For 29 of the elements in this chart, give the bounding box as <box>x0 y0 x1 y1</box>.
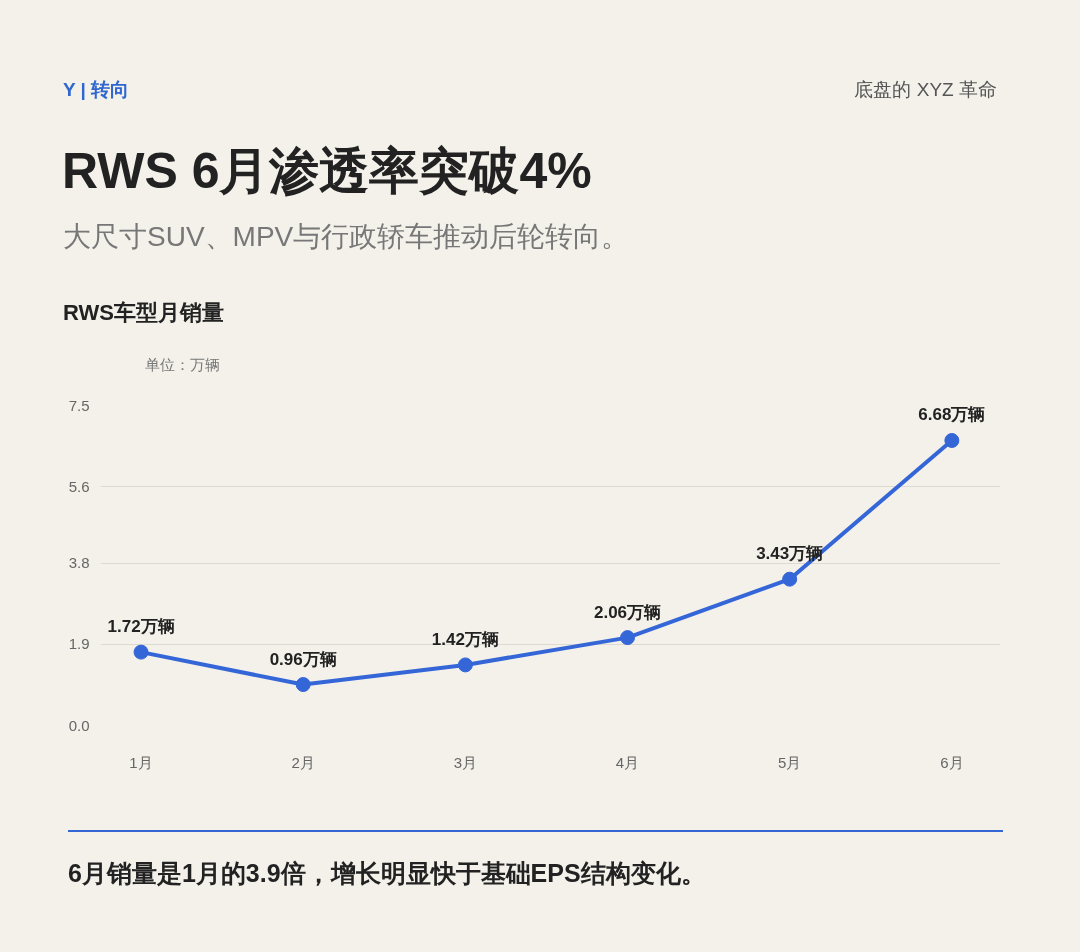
data-label: 0.96万辆 <box>269 649 337 669</box>
data-label: 2.06万辆 <box>593 602 662 622</box>
text: 底盘的 XYZ 革命 <box>854 78 997 102</box>
y-tick-label: 7.5 <box>68 396 90 414</box>
y-tick-label: 1.9 <box>68 635 90 653</box>
y-axis-title: 单位：万辆 <box>145 355 220 375</box>
x-tick-label: 5月 <box>778 753 802 771</box>
point <box>457 657 473 673</box>
point <box>133 644 149 660</box>
text: RWS车型月销量 <box>63 299 224 327</box>
point <box>295 677 311 693</box>
x-tick-label: 4月 <box>615 753 640 771</box>
chart-subtitle: 大尺寸SUV、MPV与行政轿车推动后轮转向。 <box>63 220 630 254</box>
x-tick-label: 2月 <box>291 753 315 771</box>
text: 6月销量是1月的3.9倍，增长明显快于基础EPS结构变化。 <box>68 858 706 889</box>
text: Y | 转向 <box>63 78 130 102</box>
x-tick-label: 1月 <box>129 753 153 771</box>
x-tick-label: 3月 <box>453 753 478 771</box>
data-label: 6.68万辆 <box>918 405 986 425</box>
y-tick-label: 5.6 <box>68 477 90 495</box>
point <box>944 433 960 448</box>
point <box>782 571 798 587</box>
x-tick-label: 6月 <box>940 753 964 771</box>
data-label: 1.72万辆 <box>107 617 175 637</box>
y-tick-label: 0.0 <box>68 716 90 734</box>
point <box>620 630 636 646</box>
y-tick-label: 3.8 <box>68 554 90 572</box>
chart-title: RWS 6月渗透率突破4% <box>62 142 592 201</box>
data-label: 1.42万辆 <box>431 629 499 649</box>
